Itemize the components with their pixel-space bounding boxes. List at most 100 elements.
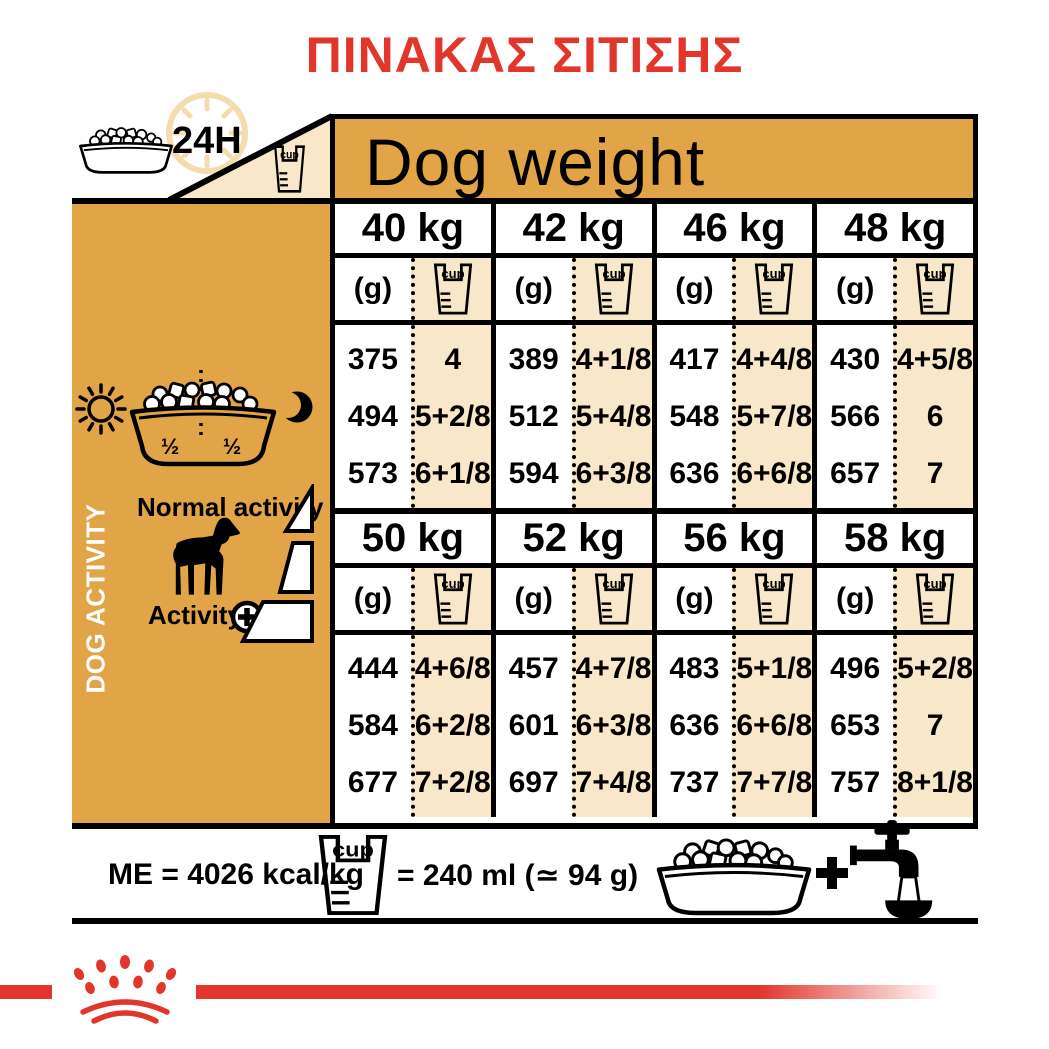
- cup-word: cup: [441, 266, 464, 281]
- cups-value: 4+5/8: [897, 342, 973, 376]
- unit-cup-cell: cup: [571, 258, 652, 320]
- half-portion-bowl-icon: ½ ½: [129, 370, 277, 467]
- cups-values-column: 5+2/8 7 8+1/8: [893, 635, 973, 817]
- unit-g-label: (g): [353, 582, 393, 615]
- unit-cup-cell: cup: [410, 258, 491, 320]
- sun-icon: [75, 383, 127, 435]
- weight-column: 42 kg (g) cup 389 512 594 4+1/8 5+4/8 6+3/8: [490, 204, 652, 508]
- weight-header-cell: 52 kg: [495, 514, 652, 568]
- grams-values-column: 483 636 737: [657, 635, 733, 817]
- grams-value: 457: [508, 652, 559, 686]
- cups-value: 6+1/8: [414, 456, 491, 490]
- unit-g-label: (g): [836, 272, 875, 305]
- measuring-cup-icon: cup: [915, 573, 955, 625]
- grams-value: 512: [508, 399, 559, 433]
- cup-word: cup: [602, 266, 625, 281]
- grams-value: 677: [347, 765, 398, 799]
- cups-values-column: 5+1/8 6+6/8 7+7/8: [732, 635, 813, 817]
- weight-header-cell: 50 kg: [335, 514, 491, 568]
- cups-value: 5+7/8: [736, 399, 813, 433]
- grams-value: 483: [669, 652, 720, 686]
- units-row: (g) cup: [495, 568, 652, 635]
- cups-value: 6+6/8: [736, 456, 813, 490]
- cups-value: 7+4/8: [575, 765, 652, 799]
- grams-value: 566: [830, 399, 881, 433]
- grams-value: 737: [669, 765, 720, 799]
- grams-values-column: 430 566 657: [817, 325, 893, 508]
- unit-cup-cell: cup: [410, 568, 491, 630]
- weight-header-cell: 42 kg: [495, 204, 652, 258]
- unit-g-label: (g): [353, 272, 393, 305]
- measuring-cup-icon: cup: [915, 263, 955, 315]
- cup-word: cup: [763, 266, 786, 281]
- weight-column: 50 kg (g) cup 444 584 677 4+6/8 6+2/8 7+2/8: [335, 514, 491, 817]
- weight-header-cell: 58 kg: [817, 514, 973, 568]
- corner-diagonal: [167, 113, 334, 202]
- cup-word: cup: [441, 576, 464, 591]
- unit-cup-cell: cup: [893, 568, 973, 630]
- weight-column: 58 kg (g) cup 496 653 757 5+2/8 7 8+1/8: [812, 514, 973, 817]
- cups-value: 5+4/8: [575, 399, 652, 433]
- grams-values-column: 417 548 636: [657, 325, 733, 508]
- grams-value: 389: [508, 342, 559, 376]
- kibble-bowl-icon: [656, 838, 812, 916]
- unit-g-label: (g): [675, 272, 714, 305]
- unit-g-label: (g): [836, 582, 875, 615]
- weight-column: 48 kg (g) cup 430 566 657 4+5/8 6 7: [812, 204, 973, 508]
- values-area: 389 512 594 4+1/8 5+4/8 6+3/8: [496, 325, 652, 508]
- cups-value: 4: [444, 342, 462, 376]
- royal-canin-paw-logo: [73, 955, 177, 1024]
- grams-value: 584: [347, 708, 398, 742]
- cup-word: cup: [280, 149, 299, 162]
- cup-word: cup: [924, 266, 947, 281]
- grams-values-column: 457 601 697: [496, 635, 572, 817]
- cups-value: 4+7/8: [575, 652, 652, 686]
- dog-weight-label: Dog weight: [365, 124, 706, 199]
- weight-column: 46 kg (g) cup 417 548 636 4+4/8 5+7/8 6+6/8: [651, 204, 813, 508]
- values-area: 417 548 636 4+4/8 5+7/8 6+6/8: [657, 325, 813, 508]
- grams-value: 444: [347, 652, 398, 686]
- grams-value: 417: [669, 342, 720, 376]
- measuring-cup-icon: cup: [274, 145, 305, 193]
- activity-label: Activity: [148, 600, 242, 630]
- cups-value: 8+1/8: [897, 765, 973, 799]
- cups-value: 7+2/8: [414, 765, 491, 799]
- cups-values-column: 4+1/8 5+4/8 6+3/8: [571, 325, 652, 508]
- cups-value: 4+4/8: [736, 342, 813, 376]
- values-area: 483 636 737 5+1/8 6+6/8 7+7/8: [657, 635, 813, 817]
- grams-values-column: 496 653 757: [817, 635, 893, 817]
- unit-g-label: (g): [675, 582, 714, 615]
- cup-word: cup: [332, 838, 374, 861]
- grams-value: 636: [669, 456, 720, 490]
- cup-equals-label: = 240 ml (≃ 94 g): [397, 859, 639, 892]
- dog-silhouette-icon: [173, 517, 241, 595]
- grams-value: 757: [830, 765, 881, 799]
- kibble-bowl-icon: [79, 127, 173, 174]
- me-kcal-label: ME = 4026 kcal/kg: [108, 858, 364, 891]
- dog-weight-header: Dog weight: [330, 114, 978, 204]
- clock-24h-icon: [166, 92, 248, 174]
- weight-column: 56 kg (g) cup 483 636 737 5+1/8 6+6/8 7+7/8: [651, 514, 813, 817]
- units-row: (g) cup: [817, 568, 973, 635]
- grams-value: 657: [830, 456, 881, 490]
- cups-value: 6+3/8: [575, 456, 652, 490]
- cups-values-column: 4+5/8 6 7: [893, 325, 973, 508]
- units-row: (g) cup: [817, 258, 973, 325]
- measuring-cup-icon: cup: [433, 263, 472, 315]
- divider: [72, 198, 978, 204]
- unit-g-label: (g): [514, 272, 553, 305]
- weight-column: 52 kg (g) cup 457 601 697 4+7/8 6+3/8 7+4/8: [490, 514, 652, 817]
- grams-values-column: 444 584 677: [335, 635, 411, 817]
- grams-value: 636: [669, 708, 720, 742]
- divider: [72, 823, 978, 829]
- cups-values-column: 4+6/8 6+2/8 7+2/8: [410, 635, 491, 817]
- weight-header-cell: 48 kg: [817, 204, 973, 258]
- cups-value: 7: [926, 456, 944, 490]
- grams-value: 430: [830, 342, 881, 376]
- dog-activity-vertical-label: DOG ACTIVITY: [80, 503, 111, 693]
- values-area: 496 653 757 5+2/8 7 8+1/8: [817, 635, 973, 817]
- weight-block: 40 kg (g) cup 375 494 573 4 5+2/8 6+1/8 42 kg (g…: [335, 204, 973, 508]
- weight-column: 40 kg (g) cup 375 494 573 4 5+2/8 6+1/8: [335, 204, 491, 508]
- cups-value: 7+7/8: [736, 765, 813, 799]
- cups-value: 5+2/8: [897, 652, 973, 686]
